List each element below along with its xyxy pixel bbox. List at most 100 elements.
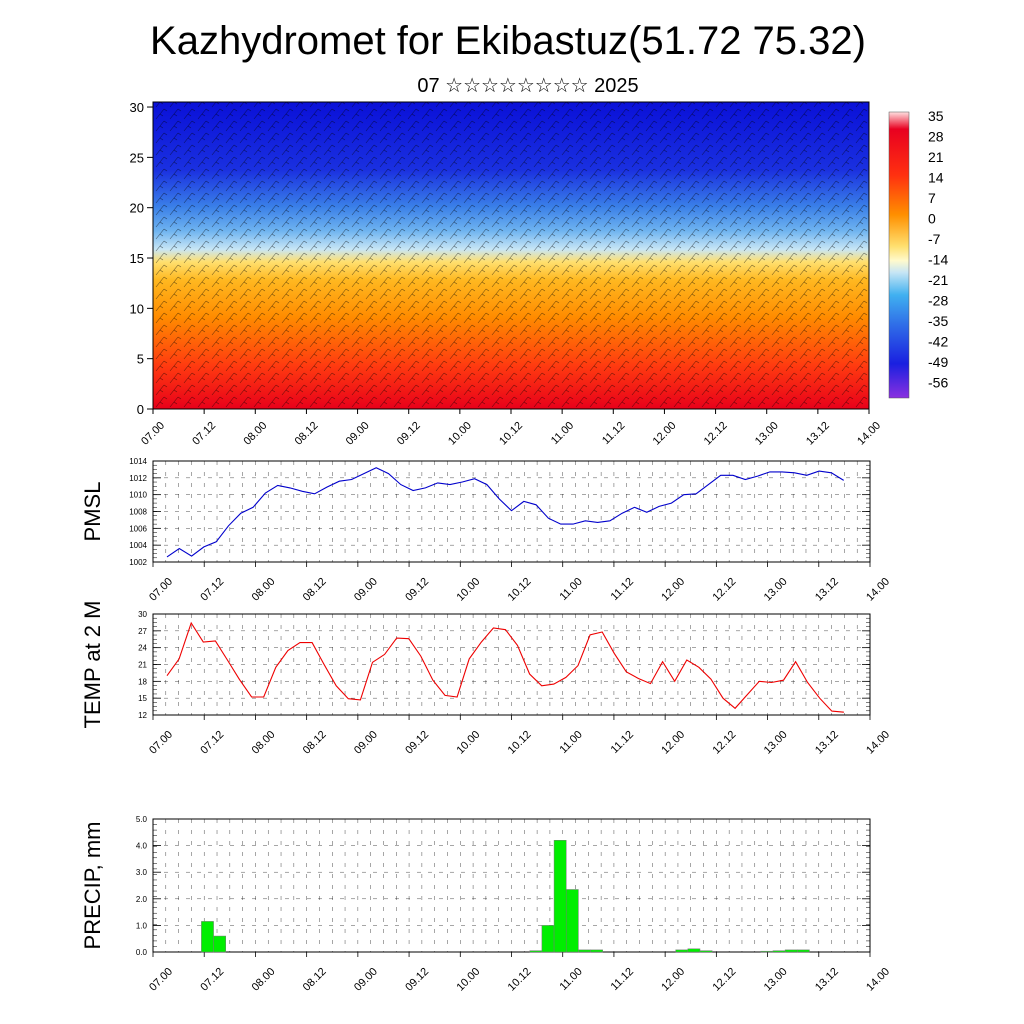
- precip-bar: [529, 950, 543, 953]
- x-tick-label: 14.00: [864, 576, 892, 604]
- x-tick-label: 09.00: [352, 966, 380, 994]
- y-tick-label: 1004: [129, 541, 147, 550]
- y-tick-label: 3.0: [136, 868, 148, 877]
- x-tick-label: 07.12: [198, 729, 226, 757]
- colorbar-label: -14: [928, 252, 948, 268]
- y-tick-label: 30: [130, 100, 144, 115]
- y-tick-label: 30: [138, 610, 147, 619]
- y-tick-label: 12: [138, 711, 147, 720]
- plot-frame: [152, 613, 871, 716]
- x-tick-label: 09.00: [352, 729, 380, 757]
- x-tick-label: 12.00: [659, 576, 687, 604]
- x-tick-label: 08.12: [301, 966, 329, 994]
- x-tick-label: 12.12: [711, 729, 739, 757]
- x-tick-label: 08.00: [250, 576, 278, 604]
- x-tick-label: 10.00: [454, 576, 482, 604]
- wind-barbs-overlay: [153, 102, 869, 409]
- x-tick-label: 13.00: [762, 576, 790, 604]
- y-axis-label: PRECIP, mm: [80, 822, 105, 950]
- precip-bar: [687, 948, 701, 953]
- y-tick-label: 21: [138, 661, 147, 670]
- precip-bar: [578, 949, 591, 953]
- colorbar-labels: 35 28 21 14 7 0 -7 -14 -21 -28 -35 -42 -49 -56: [928, 108, 948, 391]
- x-tick-label: 13.00: [762, 729, 790, 757]
- precip-bar: [699, 950, 713, 953]
- temp-panel: 12 15 18 21 24 27 30 07.00 07.12 08.00 08.12 09.00 0…: [80, 601, 892, 757]
- series-line: [166, 621, 844, 713]
- x-tick-label: 13.00: [753, 420, 781, 448]
- x-tick-label: 10.00: [446, 420, 474, 448]
- y-tick-label: 15: [138, 694, 147, 703]
- x-tick-label: 09.12: [403, 576, 431, 604]
- x-tick-label: 11.00: [549, 420, 576, 447]
- colorbar-label: 21: [928, 149, 944, 165]
- x-tick-label: 09.00: [352, 576, 380, 604]
- colorbar-label: -21: [928, 272, 948, 288]
- y-tick-label: 5.0: [136, 815, 148, 824]
- x-tick-label: 13.12: [813, 576, 841, 604]
- precip-bar: [213, 935, 226, 953]
- series-line: [166, 467, 844, 558]
- colorbar-label: -49: [928, 354, 948, 370]
- precip-bar: [541, 925, 555, 953]
- colorbar-label: 0: [928, 211, 936, 227]
- x-tick-label: 07.12: [198, 966, 226, 994]
- pmsl-panel: 1002 1004 1006 1008 1010 1012 1014 07.00 07.12 08…: [80, 457, 892, 604]
- x-tick-label: 11.00: [557, 966, 584, 993]
- y-tick-label: 1006: [129, 524, 147, 533]
- plot-frame: [152, 460, 871, 563]
- y-tick-label: 1.0: [136, 921, 148, 930]
- y-tick-label: 15: [130, 251, 144, 266]
- y-axis-label: PMSL: [80, 482, 105, 542]
- precip-bar: [797, 949, 810, 953]
- x-tick-label: 07.12: [190, 420, 218, 448]
- precip-bar: [784, 949, 798, 953]
- page-subtitle: 07 ☆☆☆☆☆☆☆☆ 2025: [417, 75, 638, 97]
- x-tick-label: 12.12: [711, 966, 739, 994]
- x-tick-label: 08.12: [293, 420, 321, 448]
- x-tick-label: 13.12: [813, 729, 841, 757]
- y-axis-label: TEMP at 2 M: [80, 601, 105, 729]
- x-tick-label: 10.00: [454, 966, 482, 994]
- x-tick-label: 11.12: [609, 576, 636, 603]
- x-tick-label: 14.00: [855, 420, 883, 448]
- colorbar-label: -7: [928, 231, 941, 247]
- y-tick-label: 0: [137, 402, 144, 417]
- x-tick-label: 09.12: [395, 420, 423, 448]
- heatmap-x-axis: 07.00 07.12 08.00 08.12 09.00 09.12 10.00 10.12…: [139, 409, 883, 448]
- x-tick-label: 11.12: [600, 420, 627, 447]
- y-tick-label: 20: [130, 201, 144, 216]
- precip-panel: 0.0 1.0 2.0 3.0 4.0 5.0 07.00 07.12 08.00 08.12 09…: [80, 815, 892, 994]
- colorbar-label: 28: [928, 129, 944, 145]
- x-tick-label: 11.12: [609, 729, 636, 756]
- x-tick-label: 07.12: [198, 576, 226, 604]
- colorbar-label: -28: [928, 293, 948, 309]
- x-tick-label: 14.00: [864, 966, 892, 994]
- colorbar-label: 7: [928, 190, 936, 206]
- y-tick-label: 1008: [129, 508, 147, 517]
- x-tick-label: 13.12: [804, 420, 832, 448]
- x-tick-label: 12.00: [651, 420, 679, 448]
- x-tick-label: 11.00: [557, 576, 584, 603]
- y-tick-label: 1012: [129, 474, 147, 483]
- x-tick-label: 09.00: [344, 420, 372, 448]
- y-tick-label: 1002: [129, 558, 147, 567]
- colorbar-label: -35: [928, 313, 948, 329]
- colorbar-label: 14: [928, 170, 944, 186]
- x-tick-label: 12.00: [659, 966, 687, 994]
- x-tick-label: 10.00: [454, 729, 482, 757]
- x-tick-label: 12.12: [711, 576, 739, 604]
- precip-bar: [553, 840, 567, 953]
- colorbar-label: 35: [928, 108, 944, 124]
- x-tick-label: 10.12: [506, 729, 534, 757]
- x-tick-label: 08.00: [250, 729, 278, 757]
- heatmap-y-axis: 0 5 10 15 20 25 30: [130, 100, 153, 417]
- precip-bar: [201, 921, 214, 953]
- x-tick-label: 10.12: [506, 576, 534, 604]
- colorbar-label: -42: [928, 334, 948, 350]
- x-tick-label: 07.00: [147, 729, 175, 757]
- precip-bar: [590, 949, 603, 953]
- x-tick-label: 09.12: [403, 729, 431, 757]
- y-tick-label: 24: [138, 644, 147, 653]
- colorbar-gradient: [888, 111, 910, 399]
